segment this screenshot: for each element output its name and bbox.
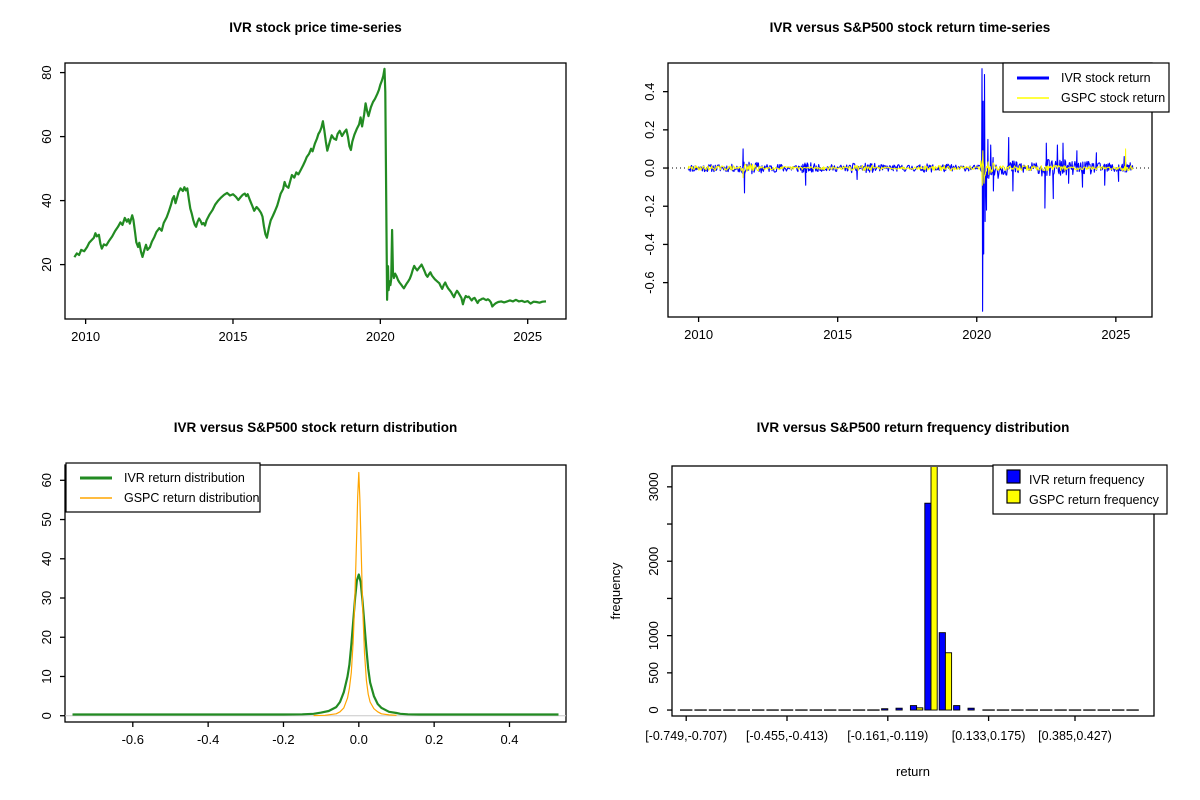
return-distribution-chart: -0.6 -0.4 -0.2 0.0 0.2 0.4 0 10 20 30 40 50 60 IVR re… <box>39 462 567 747</box>
svg-text:2015: 2015 <box>823 327 852 342</box>
return-time-series-chart: 2010 2015 2020 2025 0.4 0.2 0.0 -0.2 -0.4 -0.6 IVR… <box>642 62 1170 342</box>
svg-text:2000: 2000 <box>646 547 661 576</box>
series <box>73 67 547 308</box>
svg-text:0.4: 0.4 <box>500 732 518 747</box>
bar <box>916 707 924 711</box>
svg-text:-0.2: -0.2 <box>272 732 294 747</box>
bin-axis: [-0.749,-0.707) [-0.455,-0.413) [-0.161,-0… <box>645 716 1112 743</box>
bar <box>881 708 889 711</box>
series <box>65 471 566 717</box>
legend-swatch <box>1006 469 1021 484</box>
bars <box>680 467 1139 711</box>
svg-text:50: 50 <box>39 512 54 526</box>
series <box>668 68 1152 312</box>
svg-text:-0.4: -0.4 <box>197 732 219 747</box>
svg-text:2010: 2010 <box>684 327 713 342</box>
svg-text:2025: 2025 <box>1101 327 1130 342</box>
svg-text:2015: 2015 <box>219 329 248 344</box>
legend-box <box>65 462 261 513</box>
svg-text:[0.133,0.175): [0.133,0.175) <box>952 729 1026 743</box>
legend-box <box>1002 62 1170 113</box>
legend: IVR return distribution GSPC return distr… <box>65 462 261 513</box>
svg-text:[-0.749,-0.707): [-0.749,-0.707) <box>645 729 727 743</box>
svg-text:IVR stock return: IVR stock return <box>1061 71 1151 85</box>
svg-text:20: 20 <box>39 257 54 271</box>
histogram-chart-title: IVR versus S&P500 return frequency distr… <box>756 420 1070 435</box>
svg-text:2020: 2020 <box>366 329 395 344</box>
return-frequency-chart: 0 500 1000 2000 3000 return frequency [-0.749,-… <box>608 464 1168 779</box>
svg-text:2020: 2020 <box>962 327 991 342</box>
bar <box>938 632 946 711</box>
svg-text:0.0: 0.0 <box>350 732 368 747</box>
axes: -0.6 -0.4 -0.2 0.0 0.2 0.4 0 10 20 30 40 50 60 <box>39 464 567 747</box>
legend: IVR return frequency GSPC return frequenc… <box>992 464 1168 515</box>
series-line <box>687 148 1134 186</box>
svg-text:20: 20 <box>39 630 54 644</box>
svg-text:40: 40 <box>39 193 54 207</box>
panel-return-frequency: IVR versus S&P500 return frequency distr… <box>600 400 1200 800</box>
bar <box>930 467 938 711</box>
svg-text:0.0: 0.0 <box>642 159 657 177</box>
bar <box>944 652 953 711</box>
panel-return-time-series: IVR versus S&P500 stock return time-seri… <box>600 0 1200 400</box>
axes: 2010 2015 2020 2025 20 40 60 80 <box>39 62 567 344</box>
svg-text:-0.6: -0.6 <box>642 271 657 293</box>
series-line <box>687 68 1134 312</box>
svg-text:GSPC return frequency: GSPC return frequency <box>1029 493 1160 507</box>
svg-text:60: 60 <box>39 473 54 487</box>
legend: IVR stock return GSPC stock return <box>1002 62 1170 113</box>
bar <box>895 707 903 711</box>
svg-text:GSPC stock return: GSPC stock return <box>1061 91 1165 105</box>
svg-text:500: 500 <box>646 662 661 684</box>
svg-text:-0.2: -0.2 <box>642 195 657 217</box>
svg-text:40: 40 <box>39 552 54 566</box>
svg-text:2010: 2010 <box>71 329 100 344</box>
svg-text:GSPC return distribution: GSPC return distribution <box>124 491 260 505</box>
legend-box <box>992 464 1168 515</box>
axes: 0 500 1000 2000 3000 return frequency <box>608 465 1155 779</box>
bar <box>967 707 975 711</box>
series-line <box>313 471 397 717</box>
svg-text:-0.6: -0.6 <box>122 732 144 747</box>
density-chart-title: IVR versus S&P500 stock return distribut… <box>173 420 458 435</box>
svg-text:IVR return distribution: IVR return distribution <box>124 471 245 485</box>
plot-box <box>64 464 567 723</box>
svg-text:[-0.161,-0.119): [-0.161,-0.119) <box>847 729 928 743</box>
svg-text:[-0.455,-0.413): [-0.455,-0.413) <box>746 729 828 743</box>
bar <box>909 705 918 711</box>
svg-text:0.2: 0.2 <box>425 732 443 747</box>
svg-text:60: 60 <box>39 129 54 143</box>
svg-text:IVR return frequency: IVR return frequency <box>1029 473 1145 487</box>
axes: 2010 2015 2020 2025 0.4 0.2 0.0 -0.2 -0.4 -0.6 <box>642 62 1153 342</box>
svg-text:3000: 3000 <box>646 472 661 501</box>
price-chart-title: IVR stock price time-series <box>229 20 402 35</box>
series-line <box>73 67 547 308</box>
svg-text:0.2: 0.2 <box>642 121 657 139</box>
svg-text:0.4: 0.4 <box>642 83 657 101</box>
panel-price-time-series: IVR stock price time-series 2010 2015 2020… <box>0 0 600 400</box>
plot-box <box>667 62 1153 318</box>
plot-box <box>671 465 1155 717</box>
svg-text:0: 0 <box>646 706 661 713</box>
legend-swatch <box>1006 489 1021 504</box>
svg-text:-0.4: -0.4 <box>642 233 657 255</box>
svg-text:frequency: frequency <box>608 562 623 620</box>
svg-text:80: 80 <box>39 65 54 79</box>
svg-text:1000: 1000 <box>646 621 661 650</box>
svg-text:10: 10 <box>39 669 54 683</box>
svg-text:0: 0 <box>39 712 54 719</box>
series-line <box>72 573 559 716</box>
price-time-series-chart: 2010 2015 2020 2025 20 40 60 80 <box>39 62 567 344</box>
bar <box>953 705 961 711</box>
returns-chart-title: IVR versus S&P500 stock return time-seri… <box>769 20 1051 35</box>
svg-text:2025: 2025 <box>513 329 542 344</box>
svg-text:return: return <box>896 764 930 779</box>
plot-box <box>64 62 567 320</box>
svg-text:30: 30 <box>39 591 54 605</box>
svg-text:[0.385,0.427): [0.385,0.427) <box>1038 729 1112 743</box>
panel-return-distribution: IVR versus S&P500 stock return distribut… <box>0 400 600 800</box>
bar <box>924 502 932 711</box>
